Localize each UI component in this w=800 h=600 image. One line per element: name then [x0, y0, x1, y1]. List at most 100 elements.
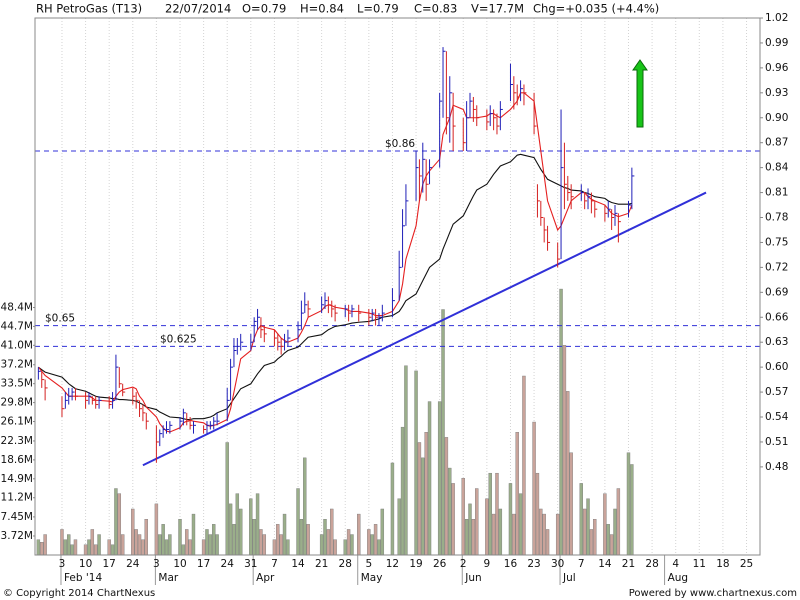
volume-bar [559, 288, 563, 556]
volume-bar [626, 452, 631, 556]
volume-bar [110, 544, 115, 556]
volume-bar [555, 513, 560, 556]
x-tick-label: 16 [504, 558, 518, 570]
volume-bar [346, 529, 351, 556]
volume-bar [249, 498, 253, 556]
volume-bar [562, 345, 567, 556]
volume-bar [539, 508, 543, 556]
volume-bar [90, 529, 95, 556]
volume-bar [380, 508, 385, 556]
volume-bar [212, 524, 216, 556]
grid-layer [33, 17, 763, 585]
volume-bar [427, 401, 432, 556]
price-tick-label: 0.87 [765, 137, 788, 149]
volume-bar [319, 534, 324, 556]
price-tick-label: 0.96 [765, 62, 789, 74]
header-info: C=0.83 [414, 2, 457, 16]
volume-tick-label: 14.9M [1, 473, 33, 485]
volume-bar [613, 508, 617, 556]
volume-bar [330, 508, 334, 556]
header-info: H=0.84 [300, 2, 344, 16]
volume-bar [228, 503, 233, 556]
volume-tick-label: 18.6M [1, 454, 33, 466]
volume-bar [464, 519, 469, 556]
volume-tick-label: 48.4M [1, 301, 33, 313]
volume-bar [154, 503, 159, 556]
x-tick-label: 17 [102, 558, 115, 570]
x-tick-label: 10 [173, 558, 186, 570]
volume-bar [444, 437, 449, 556]
reference-label: $0.86 [385, 138, 415, 150]
volume-bar [370, 534, 374, 556]
volume-bar [97, 534, 101, 556]
volume-bar [83, 544, 88, 556]
x-tick-label: 18 [716, 558, 729, 570]
volume-bar [485, 498, 489, 556]
volume-bar [164, 539, 169, 556]
volume-bar [579, 483, 583, 556]
x-tick-label: 21 [622, 558, 635, 570]
volume-bar [205, 529, 209, 556]
volume-tick-label: 41.0M [1, 339, 33, 351]
volume-bar [40, 542, 44, 556]
volume-bar [191, 513, 196, 556]
volume-bar [326, 529, 331, 556]
volume-bar [232, 524, 236, 556]
price-tick-label: 1.02 [765, 12, 788, 24]
x-tick-label: 9 [484, 558, 491, 570]
x-tick-label: 28 [645, 558, 658, 570]
reference-label: $0.625 [160, 333, 197, 345]
x-tick-label: 2 [460, 558, 467, 570]
month-label: Aug [668, 572, 689, 584]
x-tick-label: 4 [672, 558, 679, 570]
volume-bar [181, 544, 186, 556]
x-tick-label: 23 [527, 558, 540, 570]
volume-bar [515, 432, 519, 556]
price-tick-label: 0.54 [765, 411, 789, 423]
volume-bar [542, 513, 546, 556]
x-tick-label: 7 [271, 558, 278, 570]
volume-bar [279, 534, 283, 556]
volume-bar [93, 544, 98, 556]
volume-bar [512, 513, 516, 556]
volume-bar [208, 534, 213, 556]
month-label: Apr [256, 572, 275, 584]
volume-bar [137, 534, 142, 556]
overlay-layer [35, 92, 760, 467]
x-tick-label: 11 [693, 558, 706, 570]
volume-bar [508, 483, 513, 556]
x-tick-label: 25 [740, 558, 753, 570]
price-tick-label: 0.93 [765, 87, 788, 99]
volume-bar [414, 370, 418, 556]
volume-bar [518, 493, 523, 556]
month-label: Jul [562, 572, 576, 584]
volume-bar [545, 529, 550, 556]
price-tick-label: 0.51 [765, 436, 788, 448]
volume-tick-label: 7.45M [1, 511, 33, 523]
volume-bar [451, 483, 455, 556]
volume-bar [468, 503, 472, 556]
volume-tick-label: 3.72M [1, 530, 33, 542]
x-tick-label: 17 [197, 558, 210, 570]
volume-bar [158, 534, 162, 556]
volume-bar [404, 365, 408, 556]
x-tick-label: 14 [598, 558, 612, 570]
volume-bar [488, 472, 492, 556]
volume-bar [616, 488, 621, 556]
x-tick-label: 5 [365, 558, 372, 570]
volume-tick-label: 26.1M [1, 416, 33, 428]
volume-bar [569, 452, 573, 556]
volume-bar [566, 391, 570, 556]
price-tick-label: 0.72 [765, 261, 788, 273]
x-tick-label: 26 [433, 558, 447, 570]
price-tick-label: 0.48 [765, 461, 788, 473]
volume-bar [424, 432, 428, 556]
volume-bar [73, 539, 78, 556]
volume-bar [400, 426, 405, 556]
header-info: O=0.79 [242, 2, 286, 16]
volume-bar [60, 529, 64, 556]
volume-tick-label: 37.2M [1, 359, 33, 371]
month-label: Mar [158, 572, 178, 584]
volume-bar [299, 519, 304, 556]
